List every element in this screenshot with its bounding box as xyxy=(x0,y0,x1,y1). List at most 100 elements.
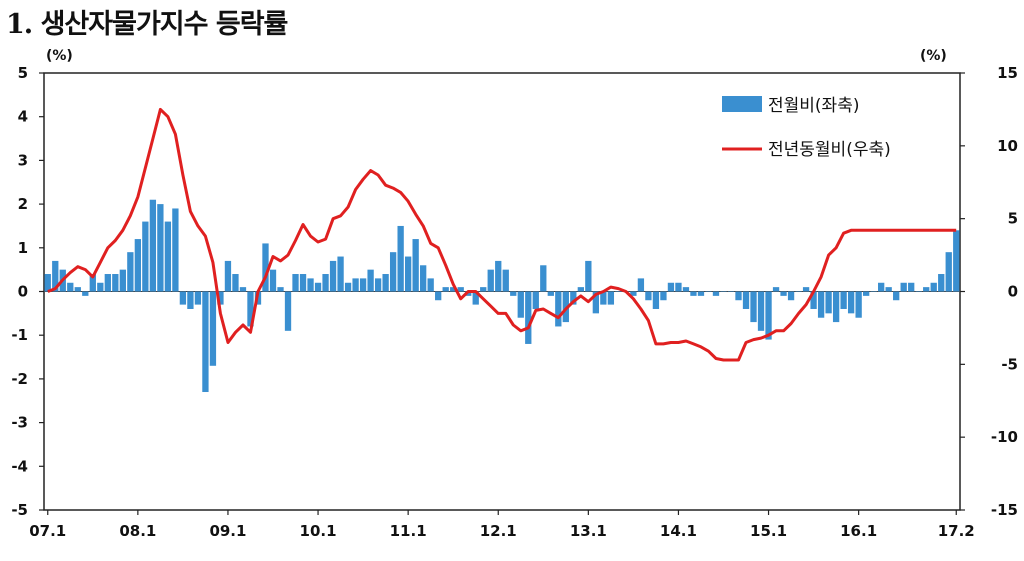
line-series xyxy=(47,107,957,362)
bar xyxy=(682,287,690,292)
bar xyxy=(329,260,337,292)
bar xyxy=(720,291,727,292)
bar xyxy=(908,282,915,292)
right-tick-label: 0 xyxy=(1008,283,1018,301)
bar xyxy=(735,291,742,301)
bar xyxy=(592,291,600,314)
bar xyxy=(712,291,720,296)
left-tick-label: 5 xyxy=(18,64,28,82)
bar xyxy=(893,291,900,301)
bar xyxy=(112,274,119,292)
x-tick-label: 14.1 xyxy=(660,522,697,540)
x-tick-label: 17.2 xyxy=(938,522,975,540)
bar xyxy=(157,204,164,292)
bar xyxy=(585,260,592,292)
legend-label-bars: 전월비(좌축) xyxy=(768,96,859,116)
bar xyxy=(269,269,277,292)
bar xyxy=(690,291,697,296)
bar xyxy=(832,291,840,323)
bar xyxy=(495,260,502,292)
bar xyxy=(149,199,157,292)
right-tick-label: 5 xyxy=(1008,210,1018,228)
bar xyxy=(667,282,675,292)
bar xyxy=(915,291,922,292)
bar xyxy=(352,278,359,292)
bar xyxy=(795,291,802,292)
bar xyxy=(885,287,892,292)
x-tick-label: 08.1 xyxy=(119,522,156,540)
bar xyxy=(765,291,772,340)
x-tick-label: 10.1 xyxy=(300,522,337,540)
right-axis-unit: (%) xyxy=(920,48,947,64)
x-tick-label: 07.1 xyxy=(29,522,66,540)
left-tick-label: -2 xyxy=(11,370,28,388)
bar xyxy=(817,291,825,318)
bar xyxy=(427,278,434,292)
x-tick-label: 12.1 xyxy=(480,522,517,540)
bar xyxy=(74,287,81,292)
bar xyxy=(487,269,494,292)
bar xyxy=(389,252,397,292)
bar xyxy=(322,274,329,292)
bar-series xyxy=(44,199,960,393)
bar xyxy=(847,291,855,314)
bar xyxy=(134,239,142,292)
x-tick-label: 09.1 xyxy=(209,522,246,540)
bar xyxy=(742,291,750,309)
bar xyxy=(292,274,299,292)
bar xyxy=(450,287,457,292)
left-tick-label: 0 xyxy=(18,283,28,301)
bar xyxy=(780,291,787,296)
bar xyxy=(442,287,449,292)
yoy-line xyxy=(47,107,957,362)
bar xyxy=(840,291,847,309)
bar xyxy=(232,274,239,292)
bar xyxy=(802,287,810,292)
bar xyxy=(757,291,765,331)
bar xyxy=(510,291,517,296)
bar xyxy=(645,291,652,301)
bar xyxy=(67,282,74,292)
bar xyxy=(923,287,930,292)
bar xyxy=(630,291,637,296)
left-tick-label: 4 xyxy=(18,108,28,126)
bar xyxy=(97,282,104,292)
right-tick-label: -5 xyxy=(1001,355,1018,373)
bar xyxy=(607,291,615,305)
left-tick-label: -1 xyxy=(11,326,28,344)
bar xyxy=(825,291,832,314)
bar xyxy=(525,291,532,344)
bar xyxy=(750,291,757,323)
bar xyxy=(314,282,322,292)
bar xyxy=(772,287,780,292)
bar xyxy=(945,252,952,292)
bar xyxy=(900,282,907,292)
bar xyxy=(570,291,577,305)
x-tick-label: 11.1 xyxy=(390,522,427,540)
legend-bar-swatch xyxy=(722,96,762,112)
bar xyxy=(44,274,51,292)
bar xyxy=(119,269,126,292)
bar xyxy=(637,278,645,292)
chart-title: 1. 생산자물가지수 등락률 xyxy=(6,9,288,40)
right-tick-label: 10 xyxy=(997,137,1018,155)
bar xyxy=(367,269,374,292)
bar xyxy=(652,291,660,309)
bar xyxy=(359,278,367,292)
bar xyxy=(457,287,464,292)
bar xyxy=(374,278,382,292)
left-tick-label: 2 xyxy=(18,195,28,213)
bar xyxy=(337,256,344,292)
bar xyxy=(562,291,569,323)
bar xyxy=(52,260,59,292)
right-tick-label: -10 xyxy=(991,428,1018,446)
bar xyxy=(187,291,194,309)
bar xyxy=(878,282,885,292)
bar xyxy=(247,291,254,327)
left-tick-label: 1 xyxy=(18,239,28,257)
bar xyxy=(555,291,562,327)
x-tick-label: 16.1 xyxy=(840,522,877,540)
bar xyxy=(615,291,622,292)
bar xyxy=(938,274,945,292)
